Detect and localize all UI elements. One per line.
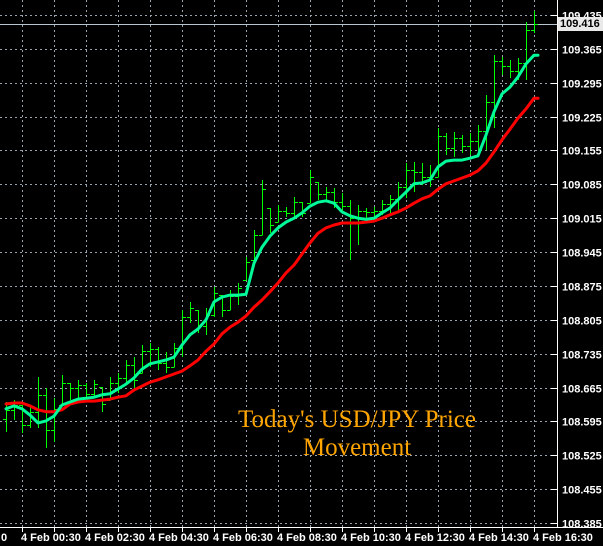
- time-label: 4 Feb 16:30: [533, 532, 593, 544]
- time-label-partial: 0: [1, 532, 7, 544]
- current-price-tag: 109.416: [558, 17, 603, 31]
- price-label: 108.525: [562, 451, 602, 463]
- fast-ma-line: [4, 53, 540, 425]
- price-label: 108.875: [562, 282, 602, 294]
- time-axis[interactable]: 4 Feb 00:30 4 Feb 02:30 4 Feb 04:30 4 Feb 0…: [1, 528, 593, 544]
- time-label: 4 Feb 02:30: [85, 532, 145, 544]
- slow-ma-line: [4, 96, 540, 414]
- time-label: 4 Feb 04:30: [149, 532, 209, 544]
- price-axis[interactable]: 109.435109.365109.295109.225109.155109.0…: [551, 11, 602, 531]
- time-label: 4 Feb 10:30: [341, 532, 401, 544]
- price-label: 109.365: [562, 45, 602, 57]
- candles: [3, 11, 538, 449]
- price-label: 108.665: [562, 384, 602, 396]
- time-label: 4 Feb 08:30: [277, 532, 337, 544]
- price-label: 108.735: [562, 350, 602, 362]
- annotation-text: Today's USD/JPY Price Movement: [238, 406, 476, 462]
- price-label: 109.225: [562, 113, 602, 125]
- price-label: 109.085: [562, 180, 602, 192]
- time-label: 4 Feb 14:30: [469, 532, 529, 544]
- price-label: 109.155: [562, 146, 602, 158]
- price-label: 109.015: [562, 214, 602, 226]
- price-label: 108.385: [562, 519, 602, 531]
- annotation-line-2: Movement: [302, 434, 412, 461]
- price-label: 109.295: [562, 79, 602, 91]
- price-label: 108.805: [562, 316, 602, 328]
- price-label: 108.595: [562, 417, 602, 429]
- time-label: 4 Feb 06:30: [213, 532, 273, 544]
- axes[interactable]: [0, 0, 603, 528]
- price-label: 108.945: [562, 248, 602, 260]
- time-label: 4 Feb 12:30: [405, 532, 465, 544]
- annotation-line-1: Today's USD/JPY Price: [238, 406, 476, 433]
- time-label: 4 Feb 00:30: [21, 532, 81, 544]
- price-label: 108.455: [562, 485, 602, 497]
